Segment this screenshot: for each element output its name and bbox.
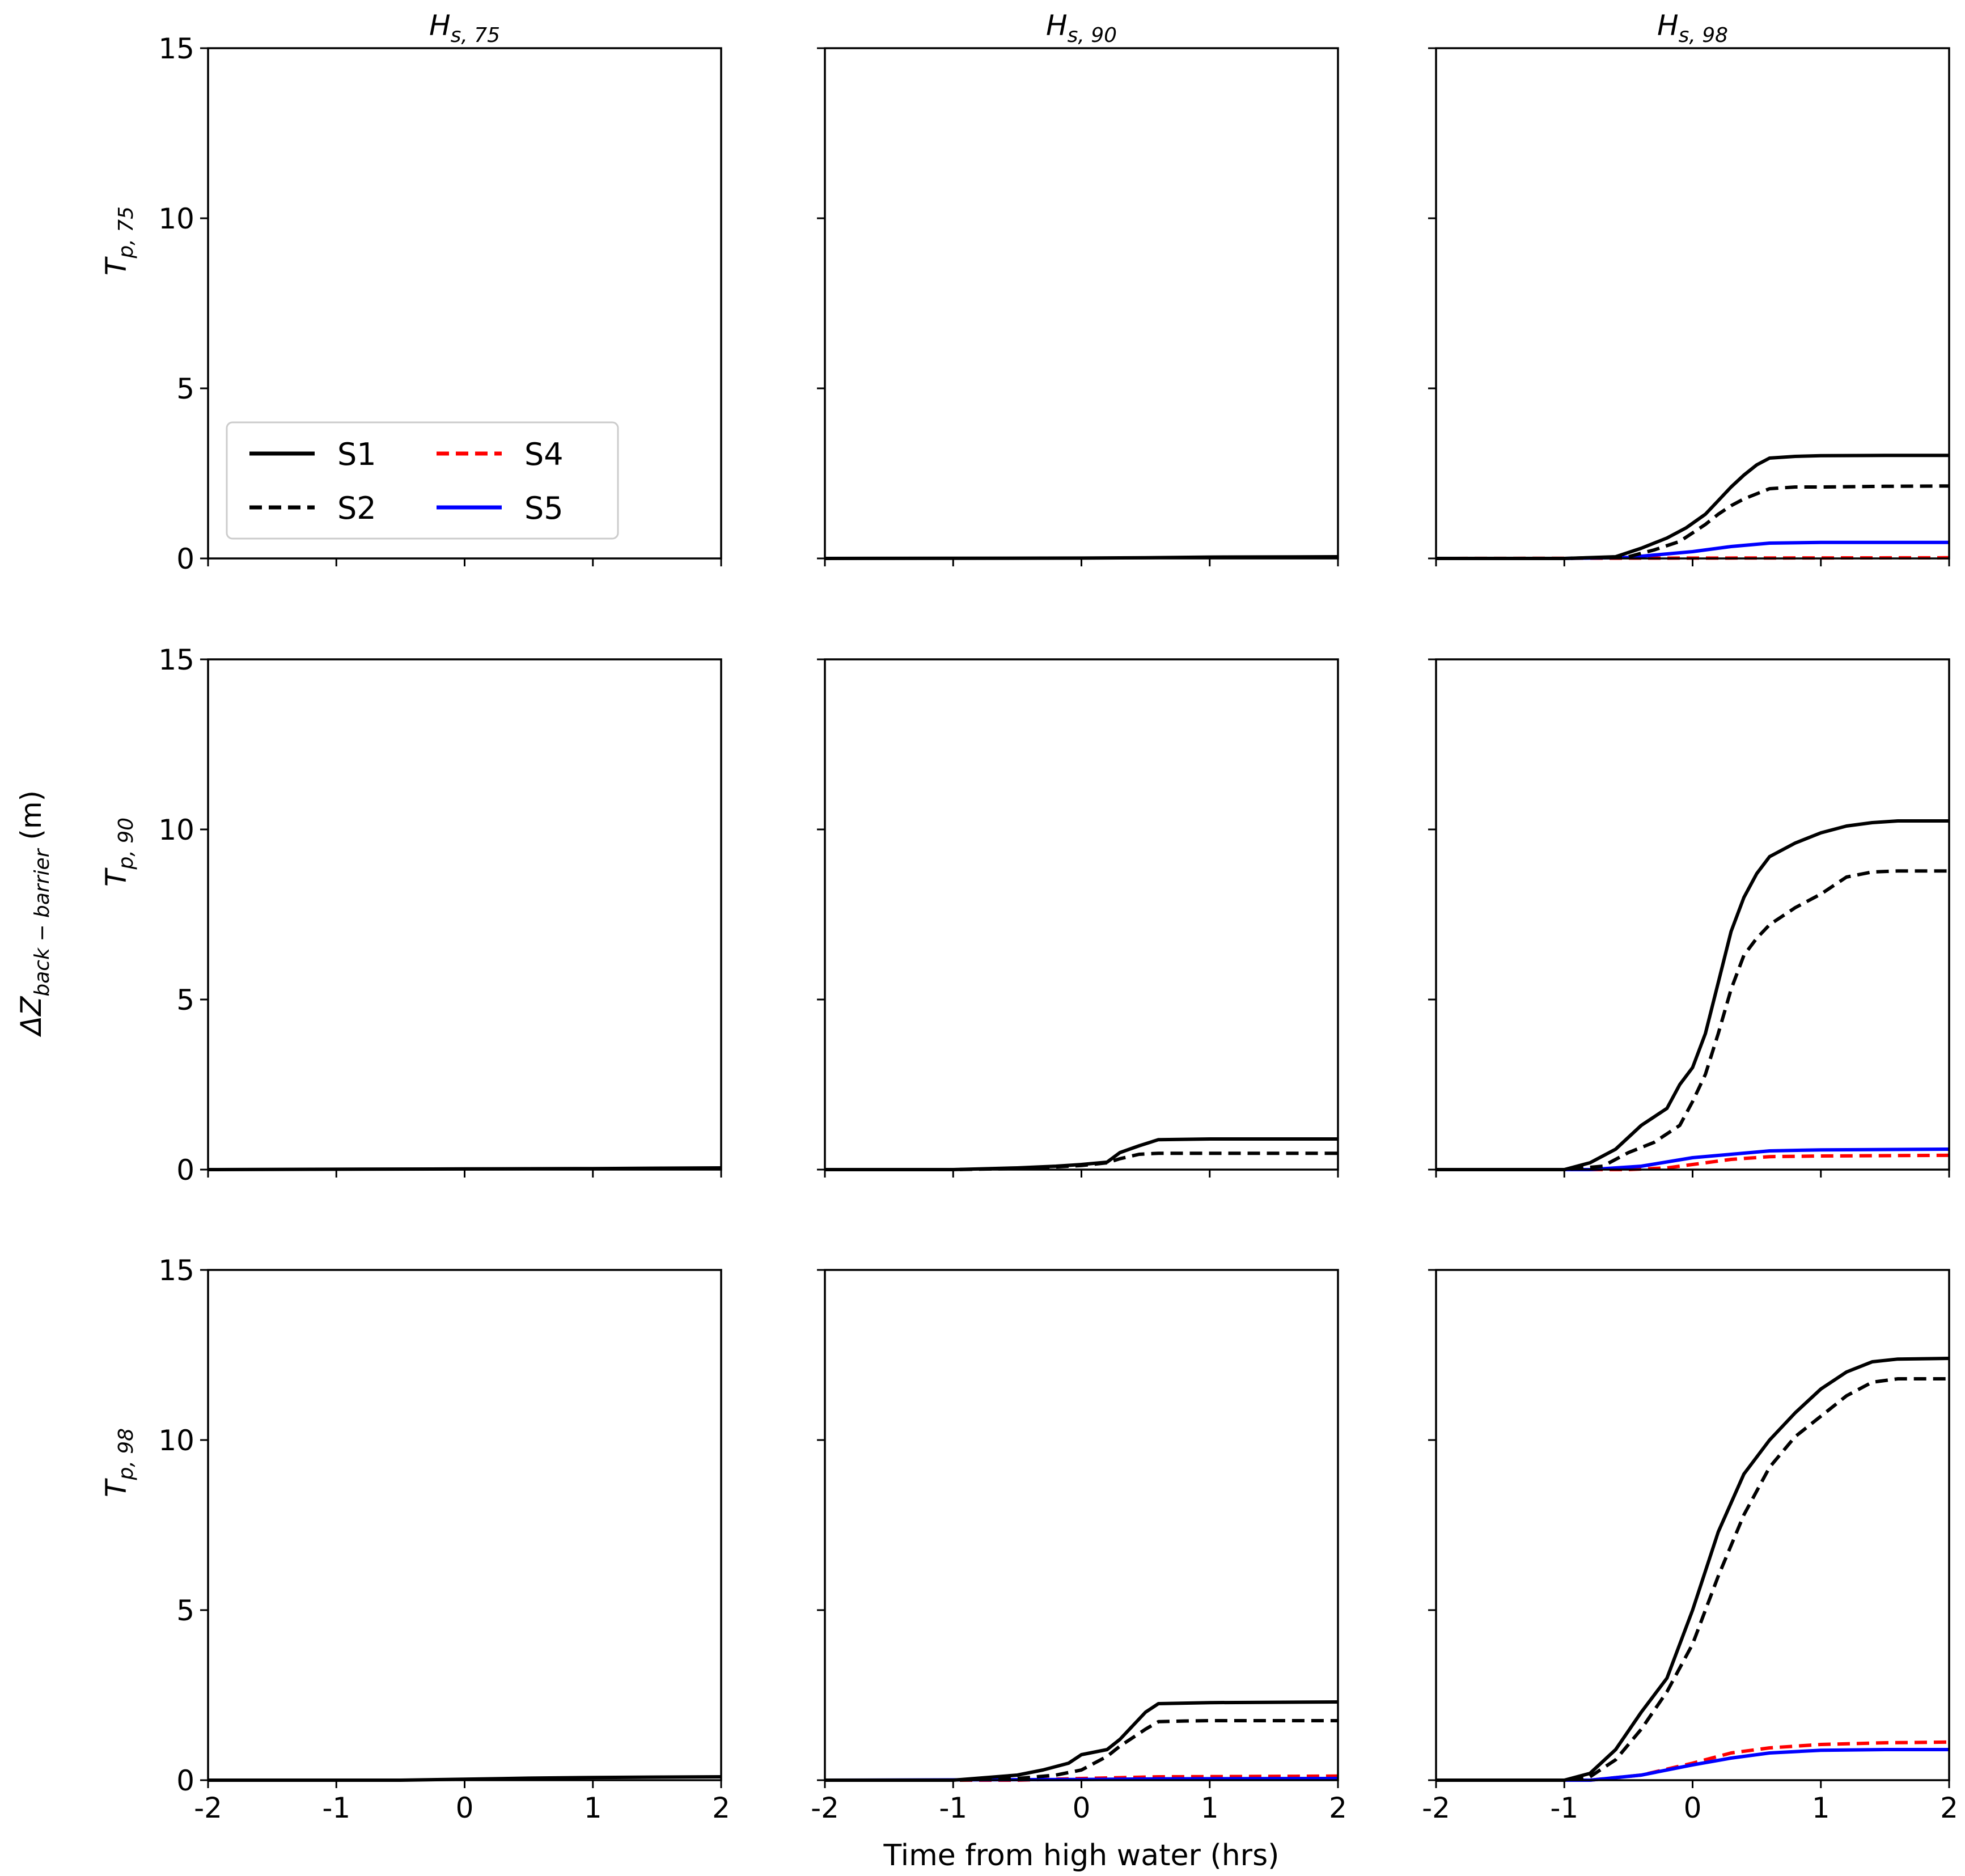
y-tick-label: 10 [158, 1424, 194, 1457]
series-s2-line [1436, 1377, 1949, 1782]
series-s5-line [1436, 1147, 1950, 1171]
x-tick-label: -1 [1550, 1792, 1578, 1824]
row-title-2: Tp, 90 [100, 818, 138, 887]
x-tick-label: -1 [939, 1792, 967, 1824]
x-tick-label: 1 [1201, 1792, 1219, 1824]
subplot-r3-c2: -2 -1 0 1 2 [811, 1269, 1347, 1824]
x-axis-label: Time from high water (hrs) [883, 1839, 1280, 1873]
series-s1-line [1436, 1357, 1950, 1782]
legend: S1 S2 S4 S5 [226, 421, 619, 540]
series-s2-line [1436, 869, 1949, 1171]
legend-label-s4: S4 [524, 437, 564, 472]
series-s1-line [825, 1137, 1338, 1171]
y-axis-label: ΔZback − barrier (m) [15, 790, 54, 1037]
series-s5-line [1436, 1748, 1949, 1782]
y-tick-label: 10 [158, 202, 194, 235]
x-tick-label: -1 [322, 1792, 350, 1824]
series-s2-line [825, 1719, 1338, 1782]
series-s1-line [1436, 454, 1949, 560]
subplot-r1-c3 [1428, 47, 1950, 566]
y-tick-label: 5 [176, 372, 194, 405]
x-tick-label: -2 [811, 1792, 839, 1824]
subplot-r1-c2 [817, 47, 1339, 566]
series-s4-line [1436, 1740, 1950, 1782]
series-s2-line [825, 1151, 1338, 1171]
series-s1-line [1436, 819, 1949, 1171]
y-tick-label: 5 [176, 1594, 194, 1627]
column-title-2: Hs, 90 [1046, 9, 1117, 47]
y-tick-label: 15 [158, 643, 194, 676]
column-title-1: Hs, 75 [429, 9, 500, 47]
column-title-3: Hs, 98 [1657, 9, 1728, 47]
subplot-r1-c1: 0 5 10 15 [158, 32, 722, 575]
axes-frame [1435, 658, 1950, 1171]
x-tick-label: 2 [1940, 1792, 1958, 1824]
x-tick-label: 0 [1684, 1792, 1702, 1824]
x-tick-label: 2 [712, 1792, 730, 1824]
column-titles: Hs, 75 Hs, 90 Hs, 98 [429, 9, 1728, 47]
x-tick-label: 0 [1073, 1792, 1091, 1824]
x-tick-label: 2 [1329, 1792, 1347, 1824]
y-tick-label: 0 [176, 543, 194, 575]
x-tick-label: -2 [194, 1792, 222, 1824]
legend-label-s2: S2 [337, 490, 376, 526]
row-title-1: Tp, 75 [100, 206, 138, 276]
x-tick-label: -2 [1422, 1792, 1450, 1824]
y-tick-label: 5 [176, 984, 194, 1017]
series-s1-line [825, 1700, 1339, 1782]
y-tick-label: 15 [158, 32, 194, 65]
axes-frame [1435, 1269, 1950, 1781]
axes-frame [824, 658, 1339, 1171]
y-tick-label: 0 [176, 1764, 194, 1797]
legend-label-s1: S1 [337, 437, 376, 472]
subplot-grid: 0 5 10 15 0 5 10 15 -2 -1 0 1 2 0 5 10 15 -2 -1 0 1 2 -2 -1 0 1 2 [158, 32, 1958, 1824]
subplot-r3-c3: -2 -1 0 1 2 [1422, 1269, 1958, 1824]
y-tick-label: 0 [176, 1154, 194, 1187]
x-tick-label: 1 [1812, 1792, 1830, 1824]
y-tick-label: 15 [158, 1254, 194, 1287]
y-tick-label: 10 [158, 814, 194, 846]
series-s2-line [1436, 484, 1950, 560]
axes-frame [207, 1269, 722, 1781]
axes-frame [824, 47, 1339, 560]
subplot-r3-c1: -2 -1 0 1 2 0 5 10 15 [158, 1254, 730, 1824]
subplot-r2-c1: 0 5 10 15 [158, 643, 722, 1187]
row-title-3: Tp, 98 [100, 1428, 138, 1497]
legend-box [226, 421, 619, 540]
legend-label-s5: S5 [524, 490, 564, 526]
subplot-r2-c3 [1428, 658, 1950, 1178]
x-tick-label: 1 [584, 1792, 602, 1824]
row-titles: Tp, 75 Tp, 90 Tp, 98 [100, 206, 138, 1497]
axes-frame [1435, 47, 1950, 560]
subplot-r2-c2 [817, 658, 1339, 1178]
axes-frame [207, 658, 722, 1171]
series-s5-line [1436, 540, 1949, 560]
x-tick-label: 0 [456, 1792, 474, 1824]
